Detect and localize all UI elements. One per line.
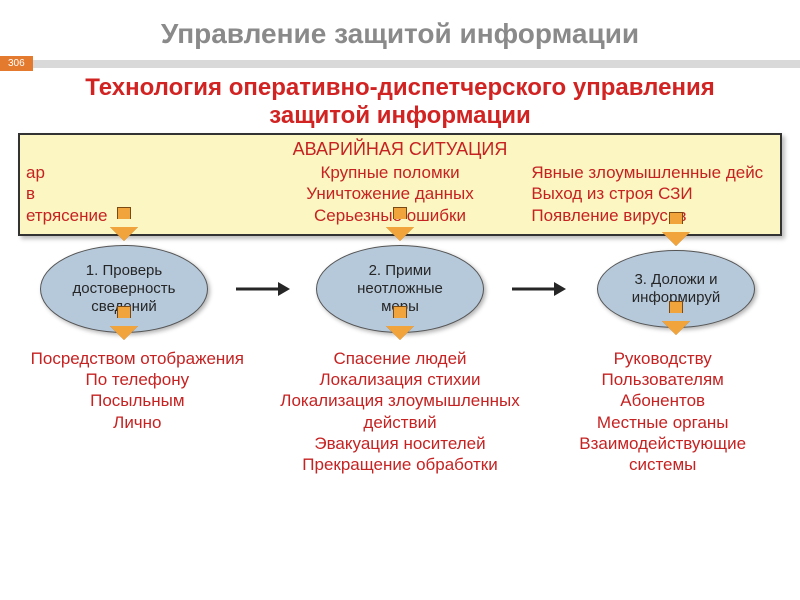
subtitle-line2: защитой информации	[269, 102, 530, 129]
arrow-right-icon	[510, 279, 566, 299]
step-row: 1. Проверь достоверность сведений 2. При…	[0, 234, 800, 344]
situation-col-3: Явные злоумышленные дейс Выход из строя …	[511, 162, 774, 226]
arrow-down-icon	[662, 232, 690, 246]
subtitle-line1: Технология оперативно-диспетчерского упр…	[85, 74, 714, 101]
details-col-1: Посредством отображения По телефону Посы…	[6, 348, 269, 476]
subtitle: Технология оперативно-диспетчерского упр…	[0, 68, 800, 133]
step-3-wrap: 3. Доложи и информируй	[566, 239, 786, 339]
arrow-down-icon	[662, 321, 690, 335]
details-col-3: Руководству Пользователям Абонентов Мест…	[531, 348, 794, 476]
situation-heading: АВАРИЙНАЯ СИТУАЦИЯ	[26, 139, 774, 160]
step-1-wrap: 1. Проверь достоверность сведений	[14, 234, 234, 344]
arrow-down-icon	[110, 326, 138, 340]
accent-bar: 306	[0, 60, 800, 68]
details-col-2: Спасение людей Локализация стихии Локали…	[269, 348, 532, 476]
arrow-right-icon	[234, 279, 290, 299]
details-row: Посредством отображения По телефону Посы…	[0, 348, 800, 476]
page-number-badge: 306	[0, 56, 33, 71]
situation-col-2: Крупные поломки Уничтожение данных Серье…	[269, 162, 512, 226]
arrow-down-icon	[386, 227, 414, 241]
page-title: Управление защитой информации	[0, 0, 800, 60]
arrow-down-icon	[110, 227, 138, 241]
arrow-down-icon	[386, 326, 414, 340]
situation-col-1: ар в етрясение	[26, 162, 269, 226]
step-2-wrap: 2. Прими неотложные меры	[290, 234, 510, 344]
